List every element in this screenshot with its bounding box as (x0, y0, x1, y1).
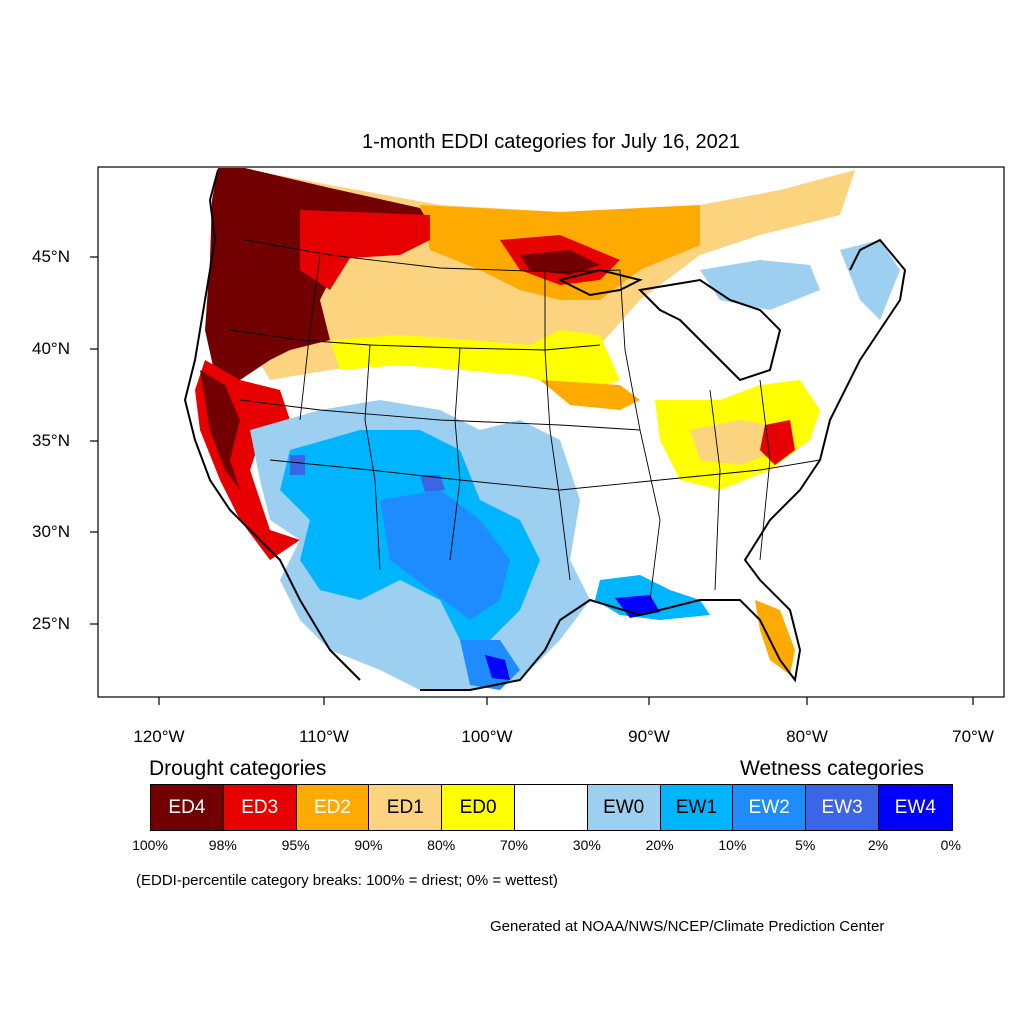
drought-categories-heading: Drought categories (149, 757, 327, 780)
legend-box-ew4: EW4 (878, 785, 952, 830)
ew2-region-texas (380, 490, 510, 620)
legend-box-ew3: EW3 (806, 785, 879, 830)
category-breaks-note: (EDDI-percentile category breaks: 100% =… (136, 872, 558, 889)
legend-box-ed1: ED1 (369, 785, 443, 830)
state-boundaries (229, 239, 821, 601)
lon-label-110: 110°W (299, 727, 349, 746)
legend-box-ed0: ED0 (442, 785, 515, 830)
legend-box-ed2: ED2 (296, 785, 370, 830)
percentile-label: 0% (940, 837, 961, 853)
lon-label-100: 100°W (461, 727, 513, 746)
percentile-label: 98% (208, 837, 237, 853)
legend-box-normal (514, 785, 588, 830)
lon-label-90: 90°W (628, 727, 670, 746)
ed3-region-virginia (760, 420, 795, 465)
percentile-label: 2% (867, 837, 889, 853)
ew3-region-new-mexico (420, 475, 445, 492)
ed1-region-ohio-valley (690, 420, 780, 465)
ew4-region-south-texas (485, 655, 510, 680)
map-border (97, 166, 1005, 698)
legend-colorbar: ED4 ED3 ED2 ED1 ED0 EW0 EW1 EW2 EW3 EW4 (150, 784, 953, 831)
lat-label-40: 40°N (32, 339, 70, 358)
legend-box-ed4: ED4 (151, 785, 224, 830)
lat-label-35: 35°N (32, 431, 70, 450)
percentile-label: 5% (795, 837, 816, 853)
lon-label-80: 80°W (786, 727, 828, 746)
lat-label-25: 25°N (32, 614, 70, 633)
credit-line: Generated at NOAA/NWS/NCEP/Climate Predi… (490, 918, 885, 935)
eddi-map (90, 166, 1005, 705)
percentile-label: 10% (718, 837, 747, 853)
ew0-region-great-lakes (700, 260, 820, 310)
map-title: 1-month EDDI categories for July 16, 202… (362, 131, 740, 153)
legend-box-ew2: EW2 (733, 785, 807, 830)
lon-label-120: 120°W (133, 727, 185, 746)
lat-label-45: 45°N (32, 247, 70, 266)
coastlines (183, 169, 907, 691)
axis-ticks (90, 256, 974, 705)
percentile-label: 70% (499, 837, 529, 853)
percentile-label: 20% (645, 837, 674, 853)
ed3-region-northwest (300, 210, 430, 290)
ed2-region-florida (755, 600, 795, 675)
percentile-label: 95% (281, 837, 310, 853)
wetness-categories-heading: Wetness categories (740, 757, 925, 780)
lat-label-30: 30°N (32, 522, 70, 541)
ed2-region-midwest (540, 380, 640, 410)
ew3-region-arizona (290, 455, 305, 475)
percentile-label: 100% (132, 837, 168, 853)
legend-box-ed3: ED3 (223, 785, 297, 830)
ed4-region-california (200, 370, 240, 490)
percentile-label: 30% (572, 837, 601, 853)
lon-label-70: 70°W (952, 727, 994, 746)
legend-box-ew1: EW1 (660, 785, 734, 830)
ed4-region-minnesota (520, 250, 600, 275)
percentile-label: 80% (427, 837, 456, 853)
percentile-label: 90% (354, 837, 383, 853)
legend-box-ew0: EW0 (587, 785, 661, 830)
